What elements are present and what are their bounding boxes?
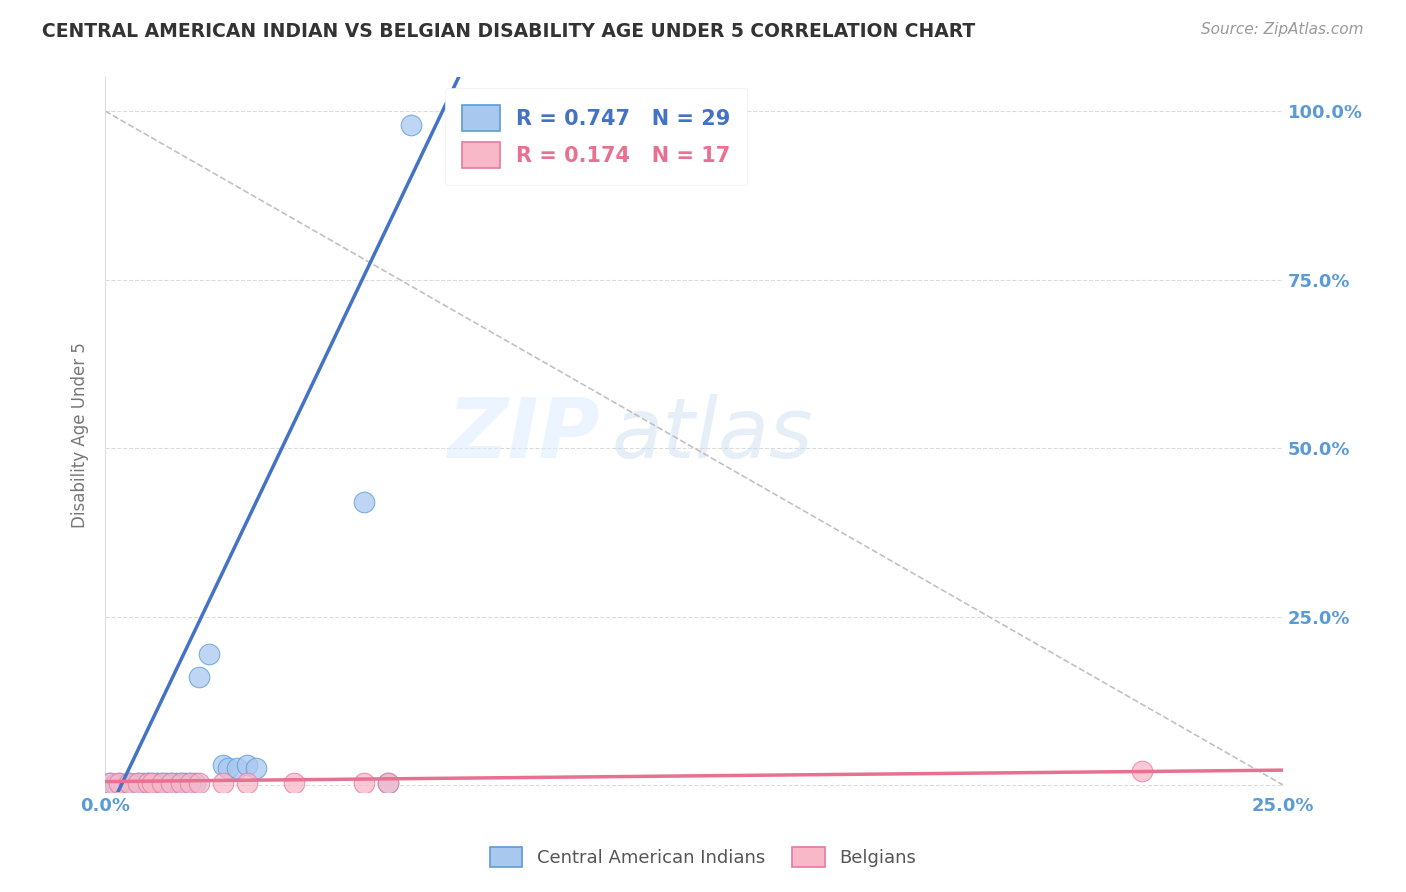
Point bbox=[188, 670, 211, 684]
Point bbox=[150, 776, 173, 790]
Legend: Central American Indians, Belgians: Central American Indians, Belgians bbox=[482, 839, 924, 874]
Point bbox=[212, 776, 235, 790]
Point bbox=[283, 776, 305, 790]
Point bbox=[127, 776, 149, 790]
Legend: R = 0.747   N = 29, R = 0.174   N = 17: R = 0.747 N = 29, R = 0.174 N = 17 bbox=[446, 87, 748, 186]
Point bbox=[136, 776, 159, 790]
Point bbox=[165, 776, 187, 790]
Point bbox=[118, 776, 141, 790]
Point bbox=[141, 776, 163, 790]
Point bbox=[235, 757, 257, 772]
Point bbox=[127, 776, 149, 790]
Point bbox=[108, 776, 131, 790]
Point bbox=[179, 776, 201, 790]
Point bbox=[108, 776, 131, 790]
Point bbox=[353, 776, 375, 790]
Point bbox=[212, 757, 235, 772]
Point bbox=[160, 776, 183, 790]
Point bbox=[141, 776, 163, 790]
Point bbox=[169, 776, 191, 790]
Point bbox=[118, 776, 141, 790]
Point bbox=[132, 776, 155, 790]
Point bbox=[98, 776, 121, 790]
Text: ZIP: ZIP bbox=[447, 394, 600, 475]
Point bbox=[245, 761, 267, 775]
Point bbox=[235, 776, 257, 790]
Point bbox=[188, 776, 211, 790]
Point bbox=[146, 776, 169, 790]
Point bbox=[377, 776, 399, 790]
Point bbox=[226, 761, 249, 775]
Point bbox=[179, 776, 201, 790]
Point bbox=[174, 776, 197, 790]
Point bbox=[169, 776, 191, 790]
Text: atlas: atlas bbox=[612, 394, 813, 475]
Point bbox=[183, 776, 205, 790]
Y-axis label: Disability Age Under 5: Disability Age Under 5 bbox=[72, 342, 89, 527]
Point bbox=[198, 647, 221, 661]
Point bbox=[155, 776, 177, 790]
Point bbox=[98, 776, 121, 790]
Point bbox=[150, 776, 173, 790]
Point bbox=[112, 776, 135, 790]
Point bbox=[122, 776, 145, 790]
Point bbox=[160, 776, 183, 790]
Point bbox=[377, 776, 399, 790]
Text: CENTRAL AMERICAN INDIAN VS BELGIAN DISABILITY AGE UNDER 5 CORRELATION CHART: CENTRAL AMERICAN INDIAN VS BELGIAN DISAB… bbox=[42, 22, 976, 41]
Point bbox=[1130, 764, 1153, 779]
Text: Source: ZipAtlas.com: Source: ZipAtlas.com bbox=[1201, 22, 1364, 37]
Point bbox=[104, 776, 127, 790]
Point bbox=[353, 495, 375, 509]
Point bbox=[136, 776, 159, 790]
Point bbox=[401, 118, 423, 132]
Point bbox=[217, 761, 239, 775]
